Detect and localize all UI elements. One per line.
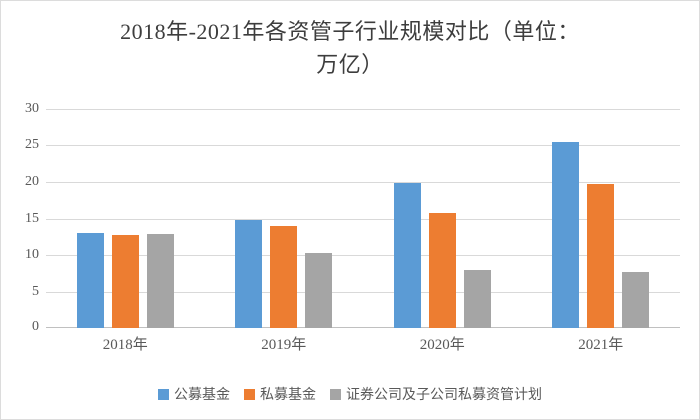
legend-label: 公募基金 (174, 388, 230, 403)
bar (622, 271, 650, 328)
bar (305, 252, 333, 328)
y-axis: 0 5 10 15 20 25 30 (1, 101, 39, 334)
bar (552, 141, 580, 328)
x-axis: 2018年 2019年 2020年 2021年 (46, 335, 680, 355)
legend: 公募基金 私募基金 证券公司及子公司私募资管计划 (1, 384, 699, 404)
bar-group (522, 109, 681, 328)
gridline (46, 109, 680, 110)
y-tick-label: 20 (25, 174, 39, 189)
gridline (46, 327, 680, 328)
bar (428, 212, 456, 328)
y-tick-label: 25 (25, 137, 39, 152)
bar (111, 234, 139, 328)
y-tick-label: 15 (25, 211, 39, 226)
legend-item: 私募基金 (244, 384, 316, 404)
legend-marker-icon (158, 388, 169, 400)
y-tick-label: 5 (32, 284, 39, 299)
bar (270, 225, 298, 328)
x-tick-label: 2021年 (578, 337, 624, 353)
bar (76, 233, 104, 328)
gridline (46, 145, 680, 146)
bars-layer (46, 109, 680, 328)
bar (587, 183, 615, 328)
gridline (46, 255, 680, 256)
bar-group (363, 109, 522, 328)
bar-group (205, 109, 364, 328)
bar (393, 182, 421, 328)
legend-item: 证券公司及子公司私募资管计划 (330, 384, 542, 404)
chart-title: 2018年-2021年各资管子行业规模对比（单位： 万亿） (1, 15, 699, 81)
chart-title-line1: 2018年-2021年各资管子行业规模对比（单位： (120, 19, 580, 44)
legend-label: 证券公司及子公司私募资管计划 (346, 388, 542, 403)
legend-label: 私募基金 (260, 388, 316, 403)
x-tick-label: 2020年 (419, 337, 465, 353)
x-tick-label: 2018年 (102, 337, 148, 353)
legend-item: 公募基金 (158, 384, 230, 404)
y-tick-label: 30 (25, 101, 39, 116)
bar-group (46, 109, 205, 328)
bar (235, 220, 263, 328)
plot-area (46, 109, 680, 328)
gridline (46, 292, 680, 293)
chart-title-line2: 万亿） (316, 52, 384, 77)
bar (463, 269, 491, 328)
gridline (46, 182, 680, 183)
gridline (46, 219, 680, 220)
x-tick-label: 2019年 (261, 337, 307, 353)
bar (146, 233, 174, 328)
y-tick-label: 0 (32, 319, 39, 334)
legend-marker-icon (244, 388, 255, 400)
legend-marker-icon (330, 388, 341, 400)
y-tick-label: 10 (25, 247, 39, 262)
